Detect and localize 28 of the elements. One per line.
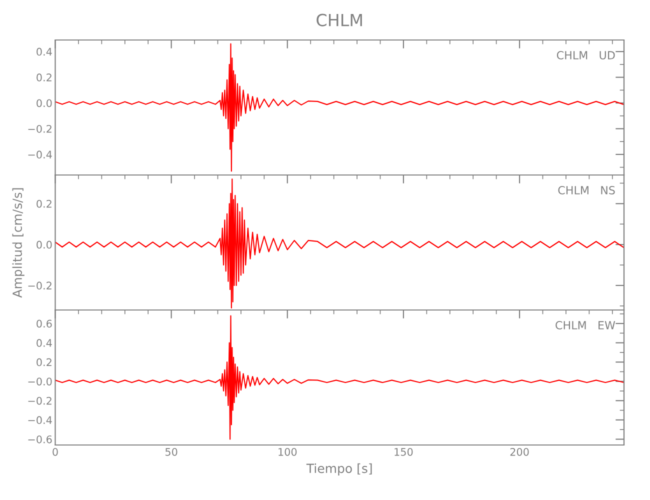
x-tick-label: 150 xyxy=(394,448,413,456)
annotation: CHLM NS xyxy=(558,186,615,194)
y-tick-label: 0.0 xyxy=(36,240,52,249)
annotation: CHLM UD xyxy=(556,51,615,60)
y-tick-label: 0.2 xyxy=(36,74,52,82)
y-tick-label: 0.2 xyxy=(36,200,52,208)
y-tick-label: −0.2 xyxy=(28,396,52,405)
y-tick-label: 0.4 xyxy=(36,48,52,56)
annotation: CHLM EW xyxy=(556,321,616,330)
y-tick-label: −0.2 xyxy=(28,282,52,290)
y-tick-label: −0.4 xyxy=(28,416,52,424)
y-tick-label: −0.0 xyxy=(28,378,52,386)
y-axis-title: Amplitud [cm/s/s] xyxy=(12,188,24,298)
chart-title: CHLM xyxy=(316,14,362,26)
y-tick-label: 0.6 xyxy=(36,320,52,328)
line-series xyxy=(55,315,624,440)
y-tick-label: 0.2 xyxy=(36,358,52,366)
x-tick-label: 200 xyxy=(510,448,529,456)
y-tick-label: −0.4 xyxy=(28,150,52,159)
x-axis-title: Tiempo [s] xyxy=(306,463,372,476)
line-series xyxy=(55,43,624,172)
y-tick-label: −0.6 xyxy=(28,435,52,444)
y-tick-label: 0.0 xyxy=(36,99,52,108)
y-tick-label: 0.4 xyxy=(36,339,52,347)
x-tick-label: 50 xyxy=(166,448,178,456)
x-tick-label: 100 xyxy=(278,448,297,456)
y-tick-label: −0.2 xyxy=(28,124,52,133)
x-tick-label: 0 xyxy=(52,448,58,456)
